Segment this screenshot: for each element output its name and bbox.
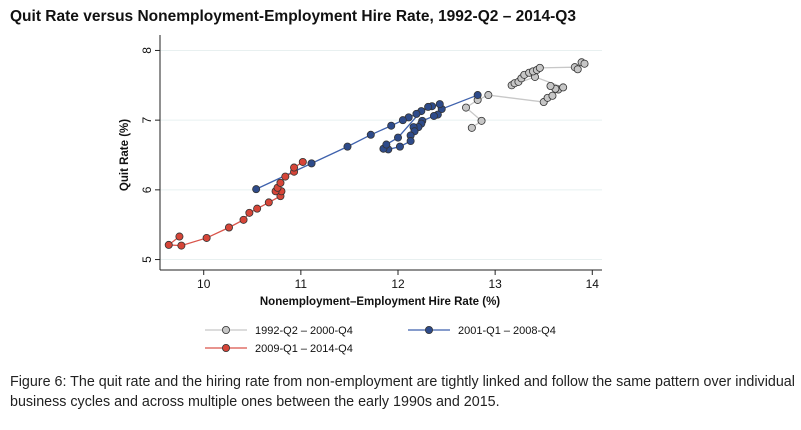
data-point [546,82,555,91]
legend-marker [221,325,230,334]
data-point [406,137,415,146]
data-point [343,142,352,151]
data-point [535,63,544,72]
data-point [264,198,273,207]
data-point [429,111,438,120]
data-point [366,130,375,139]
data-point [484,91,493,100]
legend-label: 2009-Q1 – 2014-Q4 [255,343,353,355]
data-point [252,185,261,194]
y-tick-label: 6 [140,186,154,193]
data-point [435,100,444,109]
x-tick-label: 13 [488,277,502,291]
data-point [477,116,486,125]
data-point [393,133,402,142]
data-point [177,241,186,250]
y-tick-label: 7 [140,116,154,123]
legend-item: 2001-Q1 – 2008-Q4 [408,325,556,337]
data-point [548,91,557,100]
series-1 [252,91,482,194]
data-point [298,157,307,166]
data-point [290,163,299,172]
x-tick-label: 14 [586,277,600,291]
data-point [573,65,582,74]
x-tick-label: 11 [295,277,308,291]
series-0 [461,58,589,132]
data-point [175,232,184,241]
data-point [276,178,285,187]
data-point [382,140,391,149]
legend-marker [424,325,433,334]
data-point [467,123,476,132]
data-point [387,121,396,130]
legend-marker [221,343,230,352]
data-point [424,102,433,111]
data-point [239,215,248,224]
legend-item: 1992-Q2 – 2000-Q4 [205,325,353,337]
data-point [398,116,407,125]
data-point [473,91,482,100]
y-tick-label: 8 [140,47,154,54]
data-point [202,233,211,242]
data-point [461,103,470,112]
data-point [395,142,404,151]
x-axis-label: Nonemployment–Employment Hire Rate (%) [260,296,500,308]
legend-label: 1992-Q2 – 2000-Q4 [255,325,353,337]
y-axis-label: Quit Rate (%) [119,119,131,191]
y-tick-label: 5 [140,256,154,263]
data-point [245,208,254,217]
data-point [580,59,589,68]
figure-caption: Figure 6: The quit rate and the hiring r… [10,374,795,410]
legend-label: 2001-Q1 – 2008-Q4 [458,325,556,337]
data-point [281,172,290,181]
data-point [164,240,173,249]
series-2 [164,157,307,250]
data-point [253,204,262,213]
x-tick-label: 10 [197,277,211,291]
data-point [559,83,568,92]
data-point [224,223,233,232]
legend-item: 2009-Q1 – 2014-Q4 [205,343,353,355]
data-point [307,159,316,168]
x-tick-label: 12 [391,277,405,291]
chart-title: Quit Rate versus Nonemployment-Employmen… [10,8,576,25]
data-point [412,109,421,118]
